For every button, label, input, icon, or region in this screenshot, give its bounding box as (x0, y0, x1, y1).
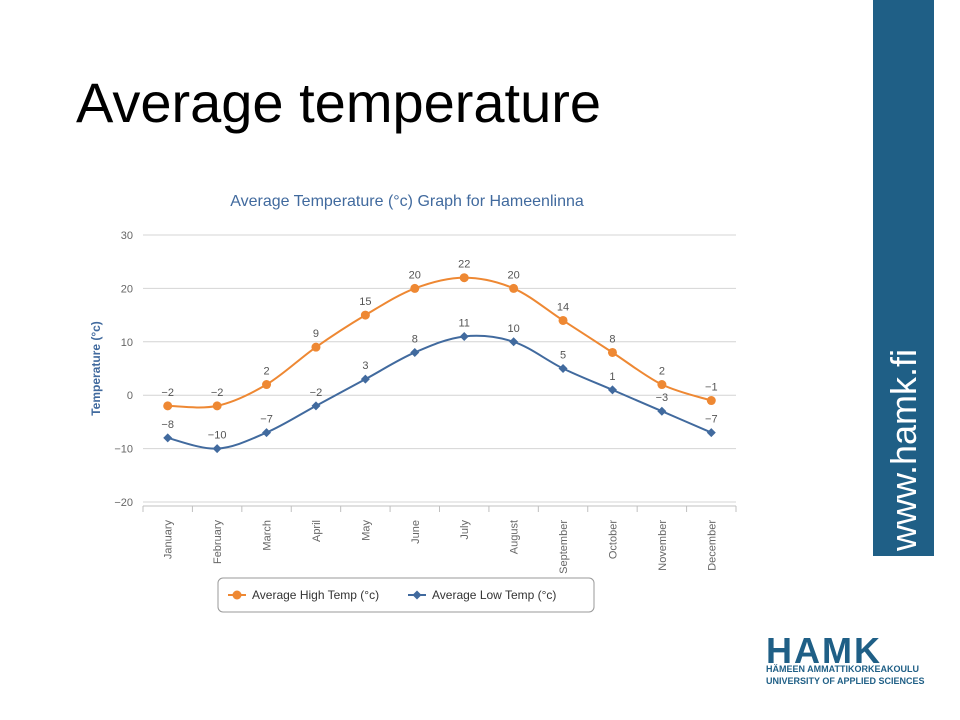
data-point (459, 331, 469, 341)
slide-title: Average temperature (76, 71, 602, 134)
x-tick-label: June (410, 520, 422, 544)
logo-line2: UNIVERSITY OF APPLIED SCIENCES (766, 676, 925, 686)
data-point (459, 273, 469, 283)
logo-main-text: HAMK (766, 630, 882, 671)
data-label: 2 (659, 366, 665, 378)
data-label: 3 (362, 360, 368, 372)
data-point (212, 444, 222, 454)
data-label: 8 (412, 333, 418, 345)
data-label: −8 (161, 419, 174, 431)
data-point (509, 283, 519, 293)
data-point (410, 347, 420, 357)
hamk-logo: HAMK HÄMEEN AMMATTIKORKEAKOULU UNIVERSIT… (766, 630, 936, 690)
data-label: −7 (260, 414, 273, 426)
y-tick-label: −20 (114, 497, 133, 509)
data-point (607, 385, 617, 395)
data-point (163, 433, 173, 443)
data-label: −2 (211, 387, 224, 399)
data-point (360, 310, 370, 320)
x-tick-label: May (360, 520, 372, 541)
data-point (657, 380, 667, 390)
side-bar: www.hamk.fi (873, 0, 934, 556)
data-point (360, 374, 370, 384)
y-tick-label: 0 (127, 390, 133, 402)
y-tick-label: 10 (121, 337, 133, 349)
data-label: 9 (313, 328, 319, 340)
data-point (311, 401, 321, 411)
legend-box (217, 577, 595, 613)
data-label: −7 (705, 414, 718, 426)
data-point (311, 342, 321, 352)
data-point (558, 364, 568, 373)
data-point (410, 283, 420, 293)
data-label: 14 (557, 301, 569, 313)
data-label: 11 (458, 317, 469, 329)
data-label: 20 (409, 269, 421, 281)
chart-title: Average Temperature (°c) Graph for Hamee… (230, 193, 584, 210)
data-point (558, 315, 568, 325)
x-tick-label: July (459, 520, 471, 540)
x-tick-label: September (558, 520, 570, 574)
data-label: 10 (508, 323, 520, 335)
legend-swatch-marker (412, 590, 422, 600)
x-tick-label: April (311, 520, 323, 542)
data-label: −2 (161, 387, 174, 399)
data-label: 22 (458, 259, 470, 271)
data-point (509, 337, 519, 347)
data-label: 5 (560, 350, 566, 362)
data-point (706, 428, 716, 438)
data-point (212, 401, 222, 411)
data-label: −3 (656, 392, 669, 404)
data-label: 1 (609, 371, 615, 383)
data-point (262, 380, 272, 390)
series-line (167, 334, 712, 450)
website-text: www.hamk.fi (882, 348, 924, 552)
legend-swatch-marker (232, 590, 242, 600)
x-tick-label: August (509, 520, 521, 554)
logo-line1: HÄMEEN AMMATTIKORKEAKOULU (766, 664, 919, 674)
data-label: −1 (705, 382, 718, 394)
data-point (706, 396, 716, 406)
y-tick-label: 20 (121, 283, 133, 295)
x-tick-label: October (607, 520, 619, 559)
y-tick-label: 30 (121, 230, 133, 242)
data-label: −2 (310, 387, 323, 399)
data-label: 2 (263, 366, 269, 378)
data-point (262, 428, 272, 438)
data-point (657, 406, 667, 416)
data-label: 20 (508, 269, 520, 281)
legend-label: Average High Temp (°c) (252, 588, 379, 602)
x-tick-label: February (212, 520, 224, 565)
temperature-chart: Average Temperature (°c) Graph for Hamee… (89, 193, 737, 613)
x-tick-label: December (706, 520, 718, 571)
data-point (163, 401, 173, 411)
data-label: −10 (208, 430, 227, 442)
data-label: 8 (609, 333, 615, 345)
y-axis-label: Temperature (°c) (89, 321, 103, 416)
data-point (607, 347, 617, 357)
x-tick-label: March (262, 520, 274, 551)
legend-label: Average Low Temp (°c) (432, 588, 556, 602)
x-tick-label: January (163, 520, 175, 560)
y-tick-label: −10 (114, 444, 133, 456)
series-line (167, 276, 712, 409)
chart-container: Average Temperature (°c) Graph for Hamee… (80, 180, 760, 620)
data-label: 15 (359, 296, 371, 308)
x-tick-label: November (657, 520, 669, 571)
